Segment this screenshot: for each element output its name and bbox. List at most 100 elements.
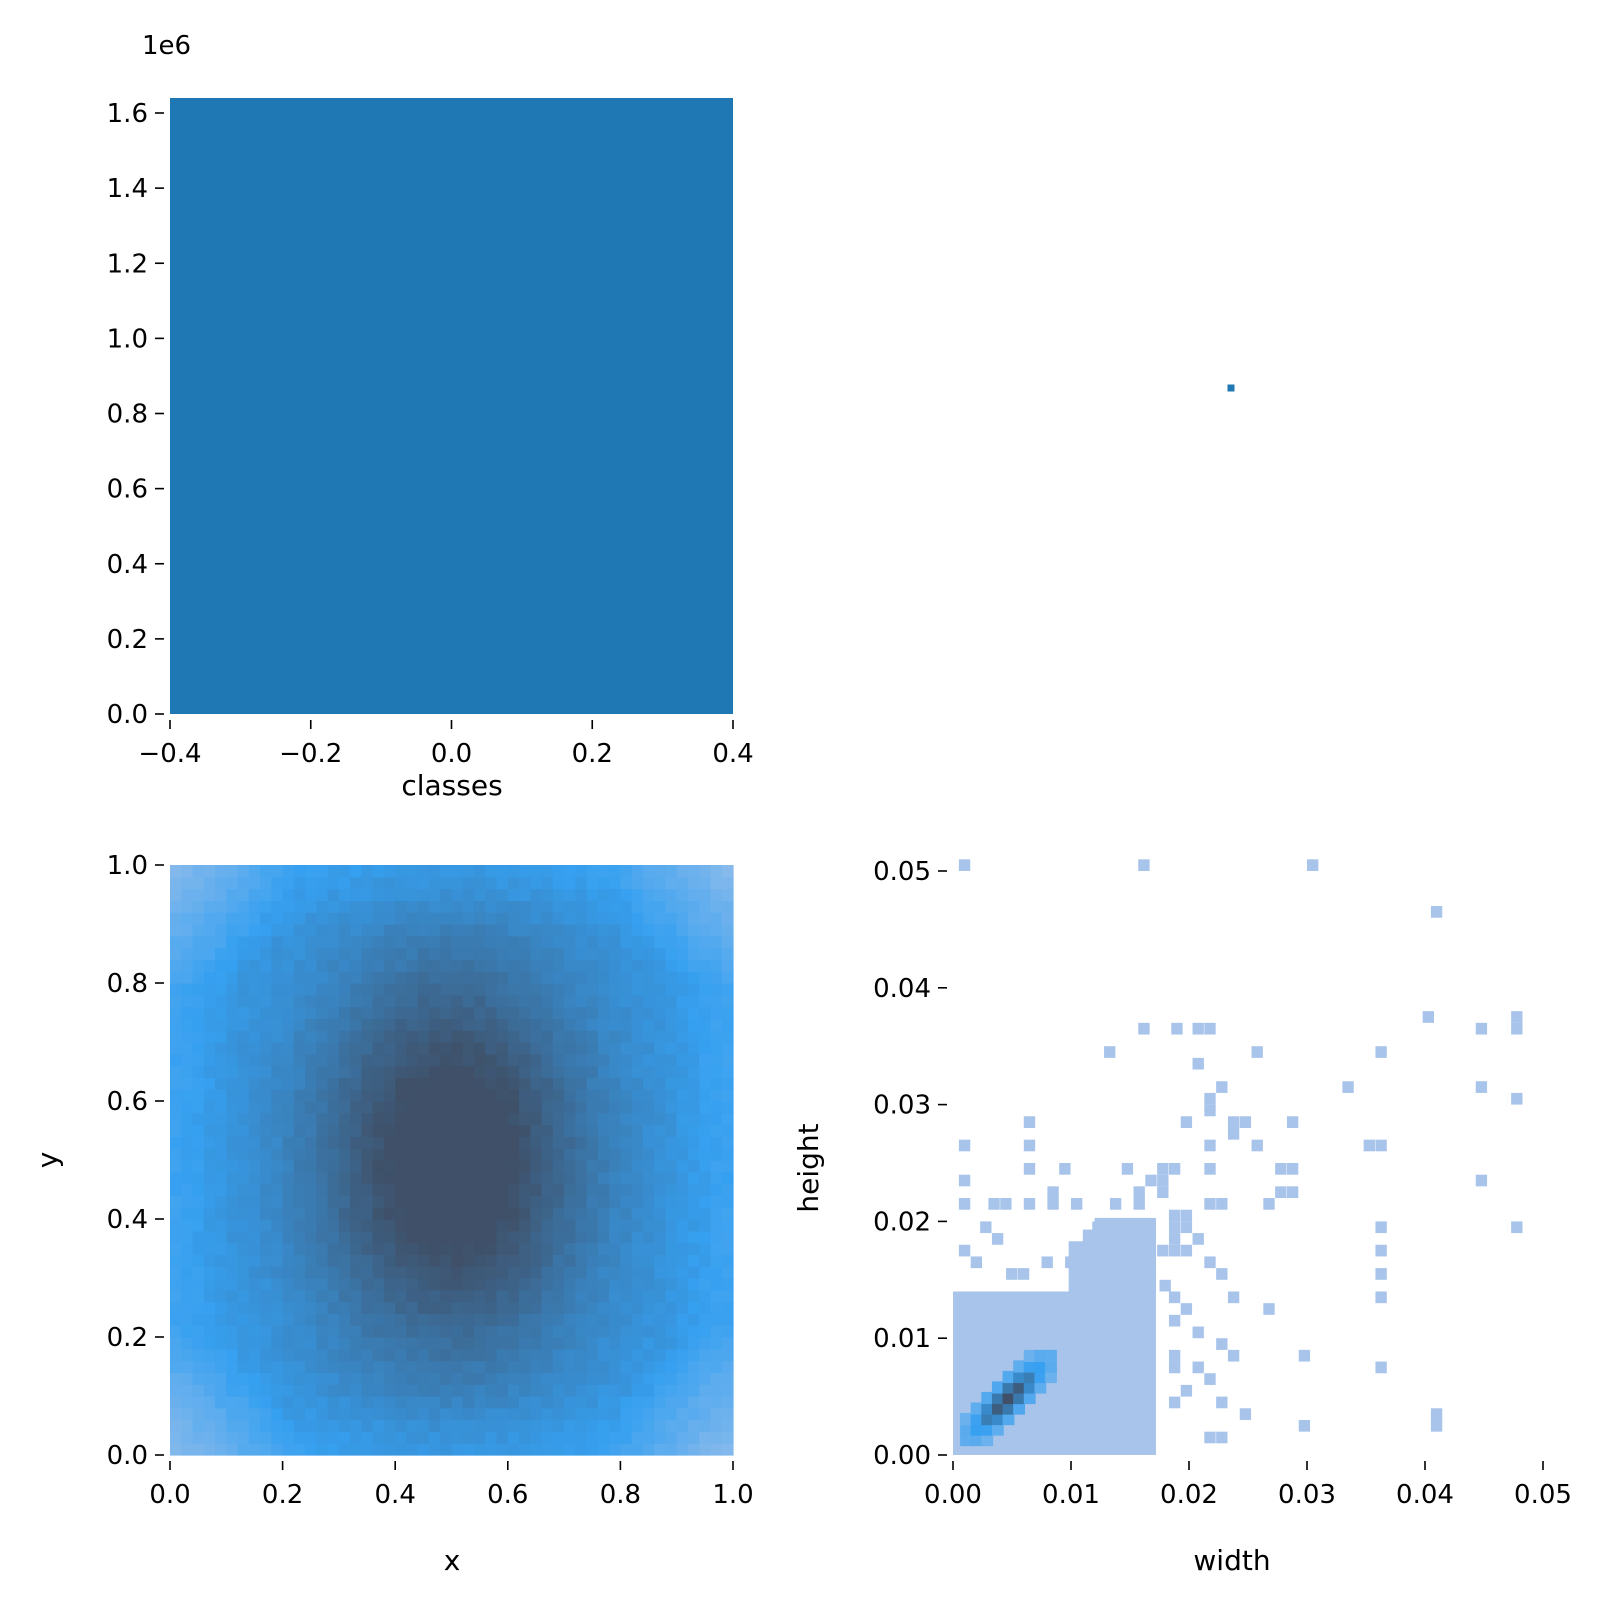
xy-heatmap-cell — [507, 1360, 520, 1373]
xy-heatmap-cell — [642, 1443, 655, 1456]
xy-heatmap-cell — [710, 1419, 723, 1432]
xy-heatmap-cell — [170, 888, 182, 901]
xy-heatmap-cell — [609, 1077, 621, 1090]
xy-heatmap-cell — [338, 1089, 351, 1102]
xy-heatmap-cell — [271, 865, 284, 878]
xy-heatmap-cell — [271, 1419, 284, 1432]
sparse-bin — [1204, 1163, 1216, 1175]
xy-heatmap-cell — [271, 983, 284, 996]
xy-heatmap-cell — [428, 1289, 441, 1303]
xy-heatmap-cell — [676, 888, 689, 901]
xy-heatmap-cell — [451, 935, 464, 949]
xy-heatmap-cell — [383, 1348, 396, 1362]
xy-heatmap-cell — [474, 1195, 486, 1208]
xy-heatmap-cell — [203, 1183, 216, 1196]
xy-heatmap-cell — [361, 1419, 374, 1432]
xy-heatmap-cell — [203, 1124, 216, 1137]
xy-heatmap-cell — [654, 1053, 667, 1067]
xy-heatmap-cell — [215, 959, 227, 972]
xy-heatmap-cell — [237, 1384, 250, 1397]
xy-heatmap-cell — [203, 1372, 216, 1385]
xy-heatmap-cell — [361, 1089, 374, 1102]
xy-heatmap-cell — [676, 1396, 689, 1409]
xy-heatmap-cell — [541, 1030, 554, 1043]
xy-heatmap-cell — [496, 1254, 509, 1267]
xy-heatmap-cell — [417, 1018, 430, 1031]
sparse-bin — [1157, 1244, 1169, 1257]
xy-heatmap-cell — [260, 1077, 272, 1090]
xy-heatmap-cell — [642, 1219, 655, 1232]
xy-heatmap-cell — [305, 1407, 317, 1421]
xy-heatmap-cell — [620, 1018, 633, 1031]
xy-heatmap-cell — [485, 1160, 498, 1173]
xy-heatmap-cell — [687, 912, 700, 925]
xy-heatmap-cell — [327, 1101, 340, 1114]
xy-heatmap-cell — [710, 1407, 723, 1421]
xy-heatmap-cell — [428, 947, 441, 960]
xy-heatmap-cell — [237, 1219, 250, 1232]
xy-heatmap-cell — [462, 1030, 475, 1043]
xy-heatmap-cell — [552, 1242, 565, 1255]
xy-heatmap-cell — [609, 1407, 621, 1421]
xy-heatmap-cell — [530, 924, 543, 937]
xy-heatmap-cell — [451, 924, 464, 937]
xy-heatmap-cell — [248, 1372, 261, 1385]
xy-heatmap-cell — [248, 1219, 261, 1232]
xy-heatmap-cell — [440, 865, 453, 878]
xy-heatmap-cell — [620, 1230, 633, 1244]
xy-heatmap-cell — [181, 1254, 194, 1267]
xy-heatmap-cell — [428, 1089, 441, 1102]
xy-heatmap-cell — [541, 1278, 554, 1291]
xy-heatmap-cell — [170, 1230, 182, 1244]
wh-x-tick-label: 0.03 — [1278, 1480, 1336, 1510]
xy-heatmap-cell — [316, 888, 329, 901]
xy-heatmap-cell — [316, 1171, 329, 1185]
xy-heatmap-cell — [631, 1030, 644, 1043]
xy-heatmap-cell — [721, 1089, 734, 1102]
xy-heatmap-cell — [597, 935, 610, 949]
xy-heatmap-cell — [721, 947, 734, 960]
xy-heatmap-cell — [215, 1006, 227, 1019]
xy-heatmap-cell — [530, 1289, 543, 1303]
xy-heatmap-cell — [428, 1242, 441, 1255]
sparse-bin — [1375, 1221, 1387, 1234]
xy-heatmap-cell — [485, 1242, 498, 1255]
xy-heatmap-cell — [586, 1384, 599, 1397]
xy-heatmap-cell — [226, 1384, 239, 1397]
xy-heatmap-cell — [203, 947, 216, 960]
xy-heatmap-cell — [440, 1384, 453, 1397]
xy-heatmap-cell — [282, 1018, 295, 1031]
xy-heatmap-cell — [699, 924, 712, 937]
xy-heatmap-cell — [519, 1325, 531, 1338]
xy-heatmap-cell — [260, 983, 272, 996]
xy-heatmap-cell — [372, 1230, 385, 1244]
xy-heatmap-cell — [519, 1089, 531, 1102]
xy-heatmap-cell — [383, 1384, 396, 1397]
xy-heatmap-cell — [665, 1101, 678, 1114]
xy-heatmap-cell — [271, 1325, 284, 1338]
xy-heatmap-cell — [552, 1278, 565, 1291]
xy-heatmap-cell — [248, 1384, 261, 1397]
xy-heatmap-cell — [721, 971, 734, 984]
classes-x-tick-label: 0.4 — [712, 739, 753, 769]
xy-heatmap-cell — [440, 1313, 453, 1326]
xy-heatmap-cell — [440, 1089, 453, 1102]
xy-heatmap-cell — [440, 971, 453, 984]
xy-heatmap-cell — [474, 1443, 486, 1456]
xy-heatmap-cell — [586, 983, 599, 996]
xy-heatmap-cell — [361, 1289, 374, 1303]
xy-heatmap-cell — [237, 1053, 250, 1067]
xy-heatmap-cell — [620, 1242, 633, 1255]
xy-heatmap-cell — [316, 865, 329, 878]
xy-heatmap-cell — [699, 1171, 712, 1185]
xy-heatmap-cell — [383, 1171, 396, 1185]
xy-heatmap-cell — [372, 1419, 385, 1432]
xy-heatmap-cell — [170, 1313, 182, 1326]
xy-heatmap-cell — [530, 912, 543, 925]
xy-heatmap-cell — [192, 983, 205, 996]
xy-heatmap-cell — [485, 1030, 498, 1043]
xy-heatmap-cell — [687, 1053, 700, 1067]
xy-heatmap-cell — [361, 1148, 374, 1161]
xy-y-tick-label: 1.0 — [107, 851, 148, 881]
xy-heatmap-cell — [282, 1301, 295, 1314]
